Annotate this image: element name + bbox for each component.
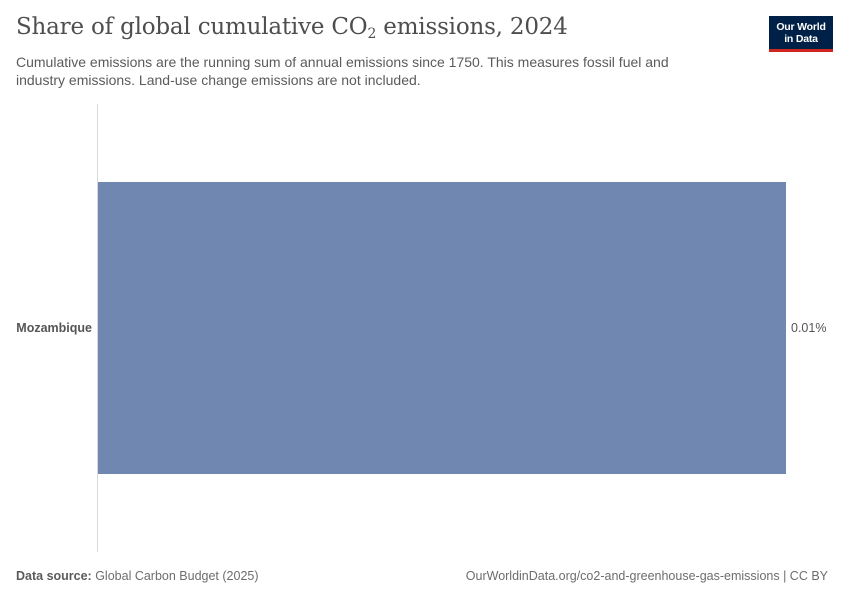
bars-group: Mozambique 0.01%: [16, 182, 826, 474]
bar-mozambique[interactable]: [98, 182, 786, 474]
value-label: 0.01%: [791, 321, 826, 335]
category-label: Mozambique: [16, 321, 92, 335]
title-subscript: 2: [367, 26, 377, 42]
data-source-value: Global Carbon Budget (2025): [91, 569, 259, 583]
title-tail: emissions, 2024: [376, 14, 568, 40]
data-source-label: Data source:: [16, 569, 92, 583]
title-main: Share of global cumulative CO: [16, 14, 368, 40]
owid-logo[interactable]: Our World in Data: [769, 16, 833, 52]
source-link[interactable]: OurWorldinData.org/co2-and-greenhouse-ga…: [465, 569, 828, 583]
logo-line-2: in Data: [784, 33, 818, 45]
chart-subtitle: Cumulative emissions are the running sum…: [16, 54, 669, 88]
data-source: Data source: Global Carbon Budget (2025): [16, 569, 259, 583]
chart-title: Share of global cumulative CO2 emissions…: [16, 14, 568, 42]
logo-line-1: Our World: [776, 21, 826, 33]
